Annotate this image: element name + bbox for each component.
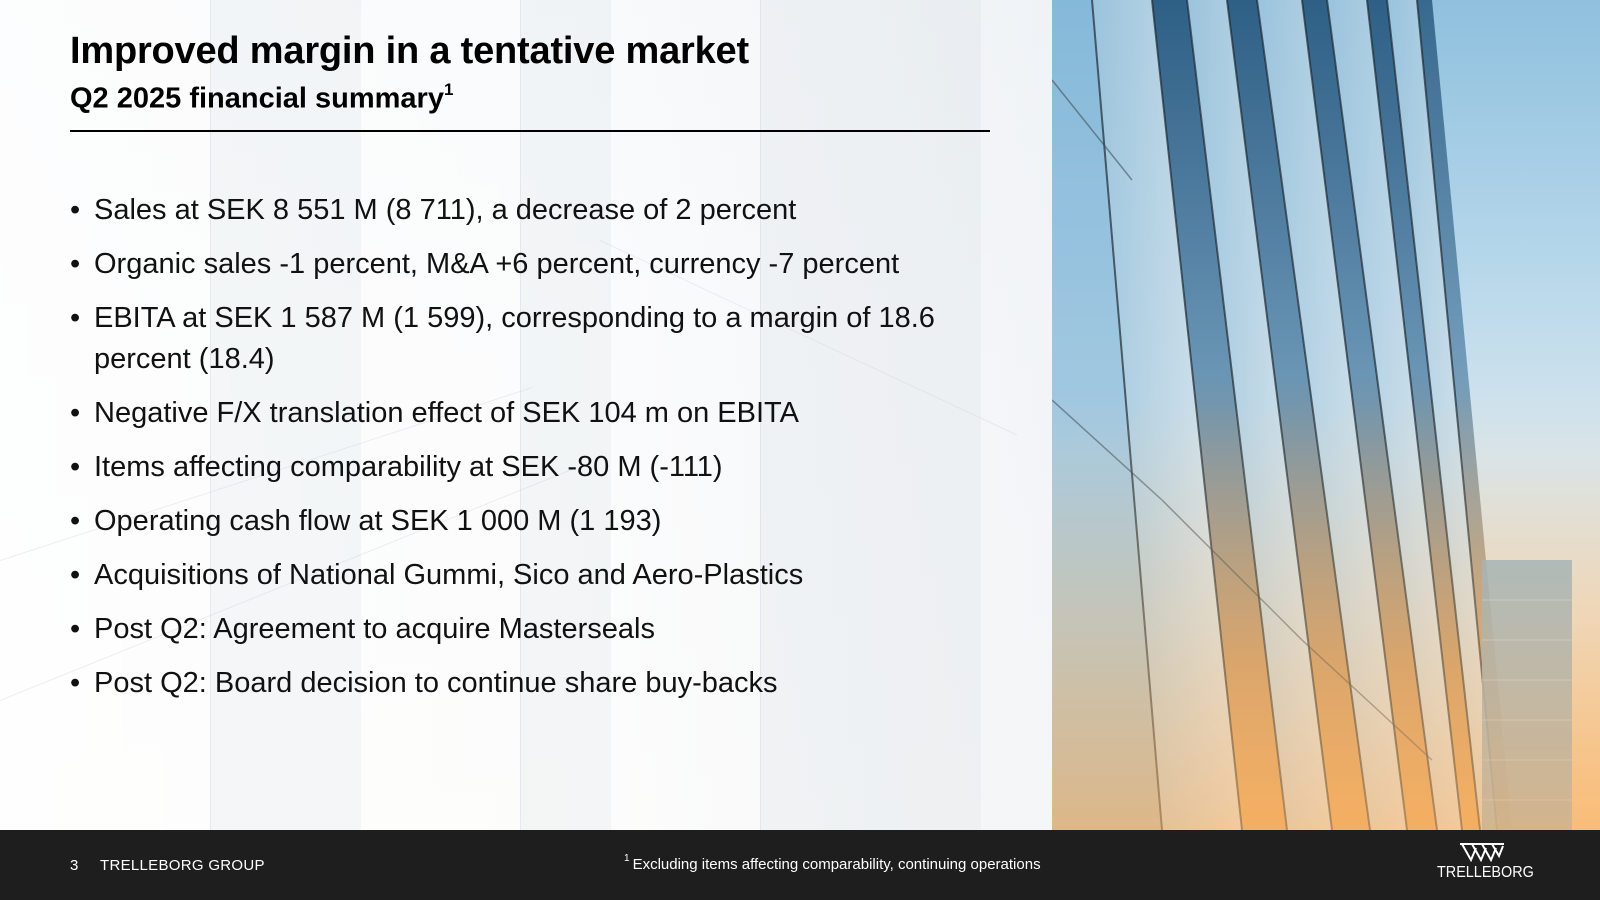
bullet-glyph: • bbox=[70, 667, 81, 699]
logo-wordmark: TRELLEBORG bbox=[1437, 864, 1534, 881]
bullet-glyph: • bbox=[70, 302, 81, 334]
bullet-glyph: • bbox=[70, 505, 81, 537]
trelleborg-logo-icon bbox=[1460, 843, 1504, 862]
page-number: 3 bbox=[70, 857, 79, 874]
bullet-glyph: • bbox=[70, 559, 81, 591]
bullet-glyph: • bbox=[70, 194, 81, 226]
slide-title: Improved margin in a tentative market bbox=[70, 30, 749, 72]
title-divider bbox=[70, 130, 990, 132]
bullet-item: • EBITA at SEK 1 587 M (1 599), correspon… bbox=[70, 298, 1000, 380]
bullet-item: • Post Q2: Board decision to continue sha… bbox=[70, 663, 1000, 704]
building-photo bbox=[1052, 0, 1600, 830]
bullet-item: • Acquisitions of National Gummi, Sico an… bbox=[70, 555, 1000, 596]
footnote-text: Excluding items affecting comparability,… bbox=[632, 856, 1041, 873]
company-name: TRELLEBORG GROUP bbox=[100, 857, 265, 874]
bullet-list: • Sales at SEK 8 551 M (8 711), a decreas… bbox=[70, 190, 1000, 717]
bullet-glyph: • bbox=[70, 613, 81, 645]
footnote: 1 Excluding items affecting comparability… bbox=[624, 853, 1041, 873]
slide-background bbox=[0, 0, 1052, 830]
background-building-shape bbox=[760, 0, 981, 830]
bullet-text: Negative F/X translation effect of SEK 1… bbox=[94, 397, 799, 429]
bullet-item: • Post Q2: Agreement to acquire Mastersea… bbox=[70, 609, 1000, 650]
bullet-item: • Operating cash flow at SEK 1 000 M (1 1… bbox=[70, 501, 1000, 542]
slide-subtitle: Q2 2025 financial summary1 bbox=[70, 80, 454, 116]
footnote-marker: 1 bbox=[624, 853, 630, 864]
bullet-glyph: • bbox=[70, 397, 81, 429]
bullet-item: • Sales at SEK 8 551 M (8 711), a decreas… bbox=[70, 190, 1000, 231]
background-building-shape bbox=[210, 0, 361, 830]
bullet-text: Post Q2: Agreement to acquire Masterseal… bbox=[94, 613, 655, 645]
bullet-text: Items affecting comparability at SEK -80… bbox=[94, 451, 723, 483]
trelleborg-logo: TRELLEBORG bbox=[1432, 842, 1534, 888]
building-photo-illustration bbox=[1052, 0, 1600, 830]
bullet-text: Post Q2: Board decision to continue shar… bbox=[94, 667, 778, 699]
bullet-item: • Negative F/X translation effect of SEK … bbox=[70, 393, 1000, 434]
bullet-item: • Organic sales -1 percent, M&A +6 percen… bbox=[70, 244, 1000, 285]
bullet-text: Sales at SEK 8 551 M (8 711), a decrease… bbox=[94, 194, 797, 226]
bullet-text: Organic sales -1 percent, M&A +6 percent… bbox=[94, 248, 900, 280]
bullet-item: • Items affecting comparability at SEK -8… bbox=[70, 447, 1000, 488]
bullet-glyph: • bbox=[70, 248, 81, 280]
bullet-glyph: • bbox=[70, 451, 81, 483]
background-building-shape bbox=[520, 0, 611, 830]
bullet-text: Acquisitions of National Gummi, Sico and… bbox=[94, 559, 804, 591]
subtitle-footnote-marker: 1 bbox=[443, 80, 454, 99]
bullet-text: Operating cash flow at SEK 1 000 M (1 19… bbox=[94, 505, 662, 537]
slide-footer: 3 TRELLEBORG GROUP 1 Excluding items affe… bbox=[0, 830, 1600, 900]
bullet-text: EBITA at SEK 1 587 M (1 599), correspond… bbox=[94, 302, 935, 375]
subtitle-text: Q2 2025 financial summary bbox=[70, 82, 444, 115]
